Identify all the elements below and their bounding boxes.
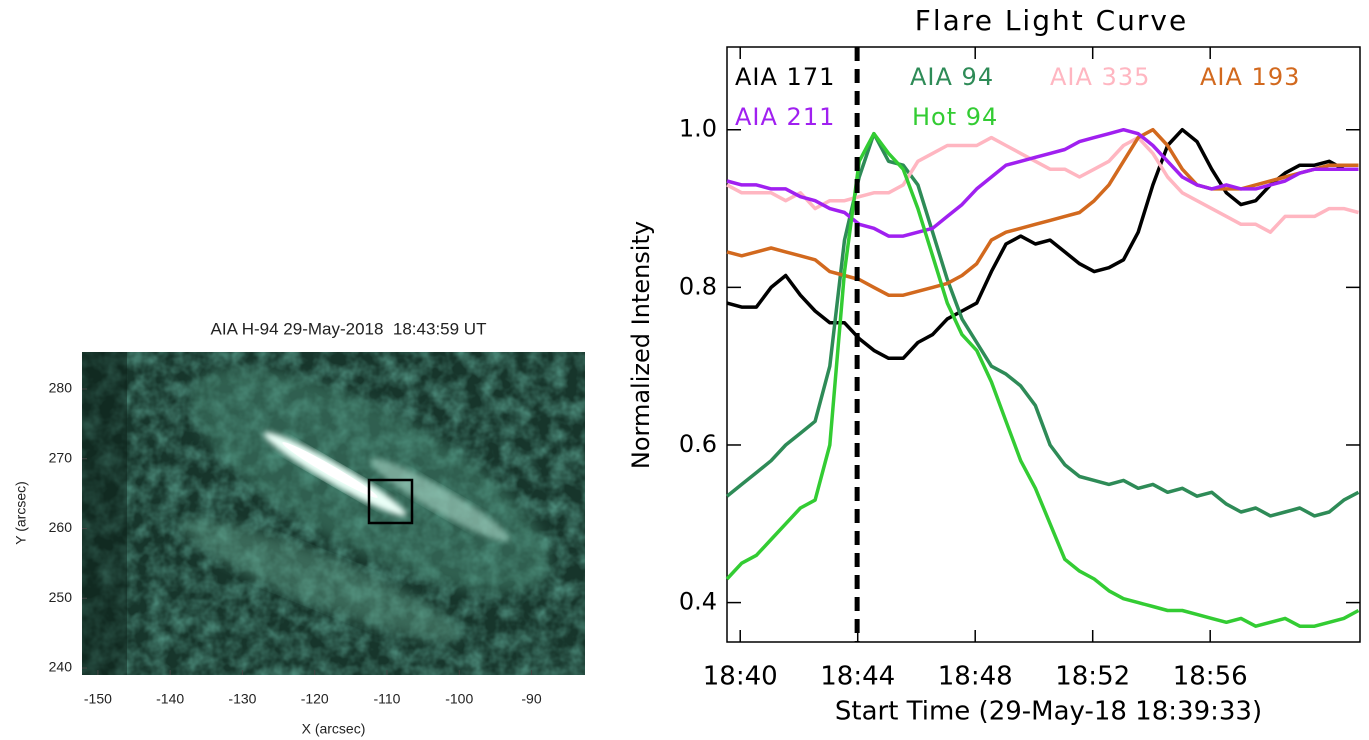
y-axis-label: Y (arcsec) xyxy=(13,481,29,545)
x-tick-label: 18:48 xyxy=(938,662,1013,692)
solar-image xyxy=(82,352,585,675)
x-tick-label: -110 xyxy=(373,691,400,707)
x-tick-label: 18:44 xyxy=(820,662,895,692)
x-axis-label: Start Time (29-May-18 18:39:33) xyxy=(835,697,1262,727)
series-line xyxy=(726,127,1359,238)
legend-entry: AIA 335 xyxy=(1050,63,1150,91)
legend-entry: Hot 94 xyxy=(912,103,998,131)
x-tick-label: -90 xyxy=(521,691,541,707)
x-tick-label: 18:52 xyxy=(1055,662,1130,692)
legend-entry: AIA 193 xyxy=(1200,63,1300,91)
plot-frame xyxy=(726,46,1361,643)
y-tick-label: 0.6 xyxy=(679,430,717,458)
series-line xyxy=(726,127,1359,361)
series-line xyxy=(726,135,1359,234)
y-tick-label: 1.0 xyxy=(679,115,717,143)
image-title: AIA H-94 29-May-2018 18:43:59 UT xyxy=(211,319,487,338)
x-tick-label: -130 xyxy=(228,691,256,707)
y-tick-label: 250 xyxy=(49,589,73,605)
series-line xyxy=(726,127,1359,297)
legend-entry: AIA 171 xyxy=(735,63,835,91)
x-tick-label: -120 xyxy=(301,691,329,707)
series-line xyxy=(725,131,1360,628)
x-tick-label: 18:56 xyxy=(1173,662,1248,692)
region-box xyxy=(367,478,414,525)
series-line xyxy=(725,131,1360,518)
chart-title: Flare Light Curve xyxy=(915,4,1188,37)
legend-entry: AIA 211 xyxy=(735,103,835,131)
y-axis-label: Normalized Intensity xyxy=(627,221,655,469)
x-tick-label: 18:40 xyxy=(703,662,778,692)
y-tick-label: 0.8 xyxy=(679,272,717,300)
y-tick-label: 270 xyxy=(49,449,73,465)
x-tick-label: -100 xyxy=(445,691,473,707)
x-tick-label: -150 xyxy=(84,691,112,707)
legend-entry: AIA 94 xyxy=(910,63,994,91)
x-tick-label: -140 xyxy=(156,691,184,707)
y-tick-label: 260 xyxy=(49,519,73,535)
y-tick-label: 280 xyxy=(49,380,73,396)
y-tick-label: 240 xyxy=(49,659,73,675)
x-axis-label: X (arcsec) xyxy=(302,721,366,737)
y-tick-label: 0.4 xyxy=(679,588,717,616)
